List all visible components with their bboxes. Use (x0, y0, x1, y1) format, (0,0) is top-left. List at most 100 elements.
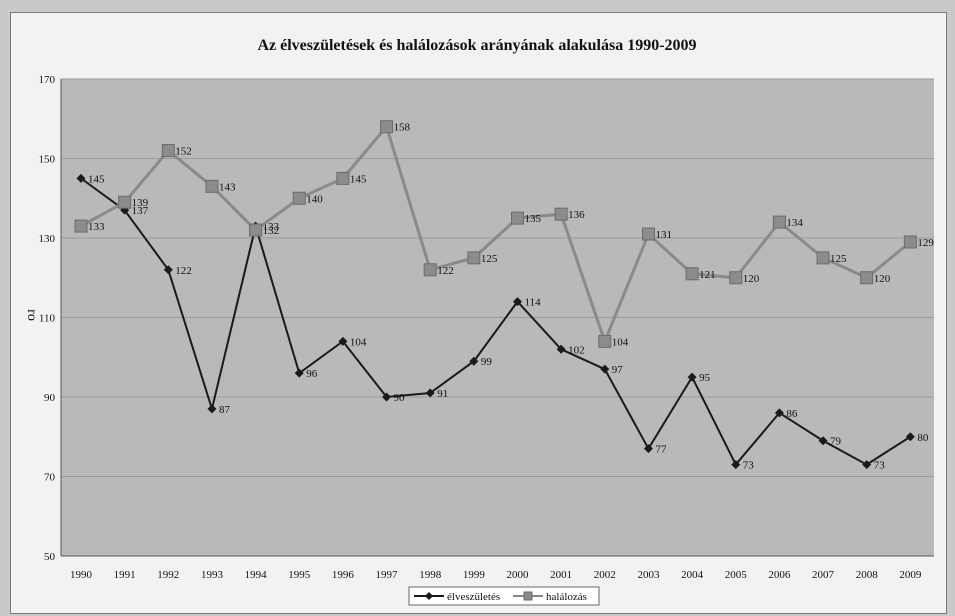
data-point (641, 227, 655, 241)
data-label: 135 (525, 213, 542, 225)
data-point (163, 265, 173, 275)
chart-frame: Az élveszületések és halálozások arányán… (10, 12, 947, 614)
data-point (600, 364, 610, 374)
data-point (687, 372, 697, 382)
data-point (554, 207, 568, 221)
data-point (903, 235, 917, 249)
data-point (556, 344, 566, 354)
x-tick-label: 2006 (768, 569, 791, 581)
legend-label-halalozas: halálozás (546, 591, 587, 603)
x-tick-label: 1996 (332, 569, 355, 581)
legend-marker-halalozas (523, 591, 533, 601)
data-point (249, 223, 263, 237)
data-point (774, 408, 784, 418)
x-tick-label: 1997 (376, 569, 399, 581)
series-0: 145 137 122 87 133 96 104 90 91 99 114 102 97 77 95 73 8… (76, 173, 929, 472)
data-point (336, 171, 350, 185)
data-label: 104 (350, 336, 367, 348)
legend-box (408, 586, 600, 606)
series-1: 133 139 152 143 132 140 145 158 122 125 135 136 104 1… (74, 120, 934, 348)
data-label: 125 (830, 253, 847, 265)
line-chart: Az élveszületések és halálozások arányán… (24, 37, 934, 606)
data-label: 121 (699, 269, 716, 281)
x-axis: 1990 1991 1992 1993 1994 1995 1996 1997 1998 1999… (61, 555, 934, 581)
data-label: 133 (88, 221, 105, 233)
data-label: 114 (525, 297, 542, 309)
data-point (161, 144, 175, 158)
data-label: 134 (786, 217, 803, 229)
data-label: 152 (175, 146, 192, 158)
data-label: 91 (437, 388, 448, 400)
legend-label-elveszuletes: élveszületés (447, 591, 500, 603)
data-point (207, 404, 217, 414)
x-tick-label: 1995 (288, 569, 311, 581)
x-tick-label: 2002 (594, 569, 616, 581)
y-tick-label: 150 (39, 154, 56, 166)
data-label: 122 (437, 265, 454, 277)
legend-marker-elveszuletes (425, 592, 433, 600)
x-tick-label: 1994 (245, 569, 268, 581)
x-tick-label: 2005 (725, 569, 748, 581)
data-label: 143 (219, 181, 236, 193)
data-point (382, 392, 392, 402)
x-tick-label: 2007 (812, 569, 835, 581)
data-point (294, 368, 304, 378)
data-label: 77 (655, 444, 667, 456)
y-axis: 50 70 90 110 130 150 170 (39, 74, 62, 563)
data-label: 95 (699, 372, 711, 384)
data-label: 90 (394, 392, 406, 404)
y-axis-label: ro (24, 309, 39, 321)
x-tick-label: 2009 (899, 569, 922, 581)
data-label: 136 (568, 209, 585, 221)
x-tick-label: 2008 (856, 569, 879, 581)
data-label: 137 (132, 205, 149, 217)
x-tick-label: 2000 (507, 569, 530, 581)
data-label: 102 (568, 344, 585, 356)
data-point (643, 444, 653, 454)
x-tick-label: 2001 (550, 569, 572, 581)
data-label: 140 (306, 193, 323, 205)
x-tick-label: 1993 (201, 569, 224, 581)
data-point (513, 297, 522, 307)
data-label: 131 (655, 229, 672, 241)
data-point (74, 219, 88, 233)
data-point (860, 271, 874, 285)
legend: élveszületés halálozás (408, 586, 600, 606)
data-label: 120 (874, 273, 891, 285)
data-label: 104 (612, 336, 629, 348)
data-point (76, 173, 86, 183)
data-label: 86 (786, 408, 798, 420)
data-label: 96 (306, 368, 318, 380)
data-label: 139 (132, 197, 149, 209)
series-layer: 145 137 122 87 133 96 104 90 91 99 114 102 97 77 95 73 8… (74, 120, 934, 472)
data-label: 122 (175, 265, 192, 277)
data-point (205, 179, 219, 193)
data-label: 133 (263, 221, 280, 233)
data-label: 99 (481, 356, 493, 368)
x-tick-label: 1999 (463, 569, 486, 581)
data-label: 145 (88, 173, 105, 185)
data-point (118, 195, 132, 209)
data-label: 87 (219, 404, 231, 416)
series-line-0 (80, 177, 911, 467)
y-tick-label: 130 (39, 233, 56, 245)
data-label: 97 (612, 364, 624, 376)
data-point (511, 211, 524, 225)
data-point (292, 191, 306, 205)
series-line-1 (80, 123, 912, 346)
data-point (818, 436, 828, 446)
x-tick-label: 1998 (419, 569, 442, 581)
x-tick-label: 1992 (157, 569, 179, 581)
data-point (380, 120, 394, 134)
data-point (862, 460, 872, 470)
data-point (423, 263, 437, 277)
data-label: 73 (743, 460, 755, 472)
data-point (469, 356, 479, 366)
data-label: 132 (263, 225, 280, 237)
data-label: 125 (481, 253, 498, 265)
chart-title: Az élveszületések és halálozások arányán… (257, 37, 696, 54)
x-tick-label: 1990 (70, 569, 93, 581)
data-point (731, 460, 741, 470)
data-point (816, 251, 830, 265)
data-point (905, 432, 915, 442)
